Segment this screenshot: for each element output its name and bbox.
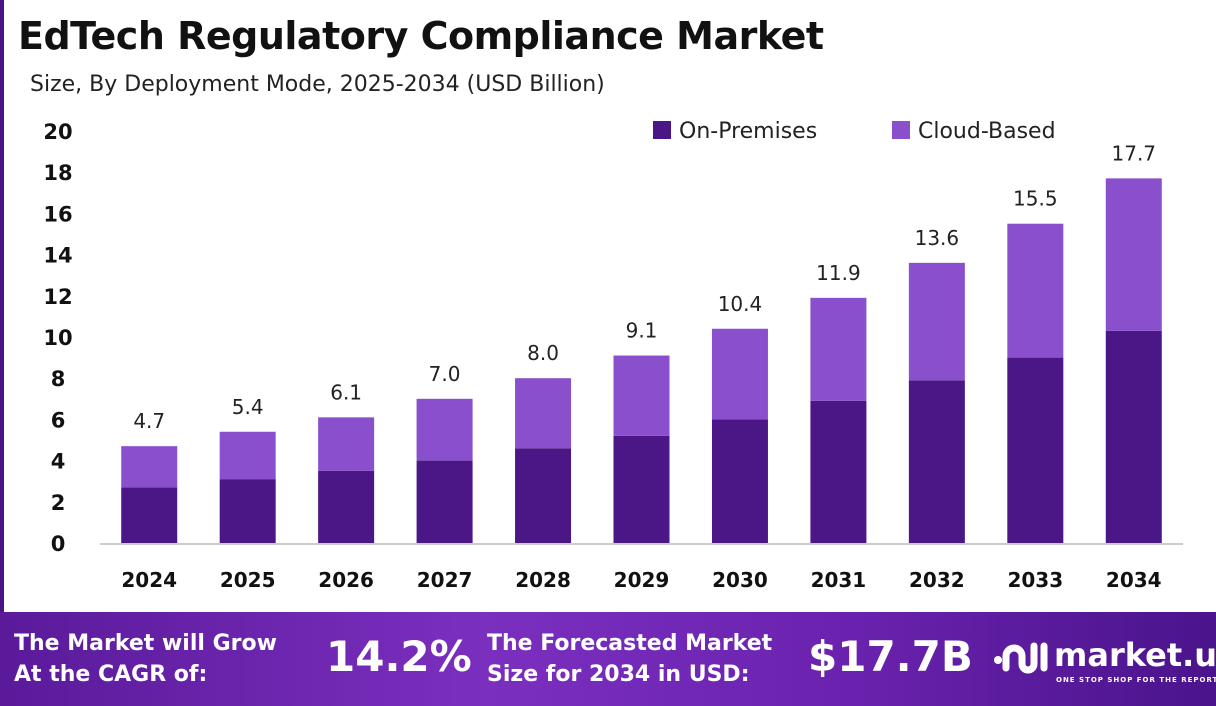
bar-on-premises (711, 419, 768, 543)
x-tick-label: 2034 (1106, 568, 1162, 592)
x-tick-label: 2031 (811, 568, 867, 592)
bar-cloud-based (1007, 223, 1064, 358)
forecast-value: $17.7B (808, 632, 973, 681)
y-tick-label: 18 (43, 161, 72, 185)
data-label: 13.6 (915, 226, 960, 250)
legend-label: Cloud-Based (918, 119, 1056, 144)
y-tick-label: 4 (51, 450, 66, 474)
logo-tagline: ONE STOP SHOP FOR THE REPORTS (1056, 676, 1216, 684)
data-label: 17.7 (1112, 141, 1157, 165)
bar-cloud-based (711, 328, 768, 420)
bar-cloud-based (121, 446, 178, 488)
bar-cloud-based (1105, 178, 1162, 331)
chart-title: EdTech Regulatory Compliance Market (18, 14, 824, 58)
forecast-label-line2: Size for 2034 in USD: (487, 662, 750, 687)
x-tick-label: 2033 (1007, 568, 1063, 592)
bar-cloud-based (908, 262, 965, 381)
bar-on-premises (810, 400, 867, 543)
bar-on-premises (318, 470, 375, 543)
bar-cloud-based (810, 297, 867, 401)
forecast-label-line1: The Forecasted Market (487, 631, 773, 656)
data-label: 9.1 (626, 319, 658, 343)
cagr-value: 14.2% (326, 632, 472, 681)
forecast-label: The Forecasted Market Size for 2034 in U… (487, 628, 772, 690)
bar-on-premises (515, 448, 572, 543)
x-tick-label: 2028 (515, 568, 571, 592)
data-label: 4.7 (133, 409, 165, 433)
x-tick-label: 2027 (417, 568, 473, 592)
x-tick-label: 2024 (121, 568, 177, 592)
cagr-label-line1: The Market will Grow (14, 631, 277, 656)
cagr-label-line2: At the CAGR of: (14, 662, 208, 687)
bar-cloud-based (515, 378, 572, 449)
bar-chart: 0 2 4 6 8 10 12 14 16 18 20 4.7 2024 5.4 2025 6.1 2026 7.… (43, 119, 1183, 592)
legend-swatch (892, 121, 910, 139)
y-tick-label: 10 (43, 326, 72, 350)
bar-cloud-based (219, 431, 276, 480)
data-label: 7.0 (429, 362, 461, 386)
x-tick-label: 2026 (318, 568, 374, 592)
bar-on-premises (416, 460, 473, 543)
logo-name: market.us (1054, 636, 1216, 674)
y-tick-label: 2 (51, 491, 66, 515)
data-label: 10.4 (718, 292, 763, 316)
bar-on-premises (1105, 330, 1162, 543)
data-label: 6.1 (330, 380, 362, 404)
data-label: 11.9 (816, 261, 861, 285)
legend-label: On-Premises (679, 119, 817, 144)
bar-cloud-based (318, 417, 375, 471)
bar-on-premises (1007, 357, 1064, 543)
x-tick-label: 2029 (614, 568, 670, 592)
bar-cloud-based (613, 355, 670, 436)
bar-on-premises (908, 380, 965, 543)
cagr-label: The Market will Grow At the CAGR of: (14, 628, 277, 690)
logo-icon (994, 642, 1048, 674)
y-tick-label: 14 (43, 244, 72, 268)
data-label: 8.0 (527, 341, 559, 365)
x-tick-label: 2032 (909, 568, 965, 592)
x-tick-label: 2030 (712, 568, 768, 592)
left-border (0, 0, 4, 612)
y-tick-label: 6 (51, 408, 66, 432)
chart-subtitle: Size, By Deployment Mode, 2025-2034 (USD… (30, 72, 605, 97)
y-tick-label: 0 (51, 532, 66, 556)
bar-on-premises (121, 487, 178, 543)
y-tick-label: 16 (43, 202, 72, 226)
y-tick-label: 20 (43, 120, 72, 144)
data-label: 15.5 (1013, 187, 1058, 211)
bar-cloud-based (416, 398, 473, 461)
y-tick-label: 8 (51, 367, 66, 391)
footer-banner: The Market will Grow At the CAGR of: 14.… (0, 612, 1216, 706)
data-label: 5.4 (232, 395, 264, 419)
y-tick-label: 12 (43, 285, 72, 309)
legend-swatch (653, 121, 671, 139)
bar-on-premises (613, 435, 670, 543)
x-tick-label: 2025 (220, 568, 276, 592)
bar-on-premises (219, 479, 276, 543)
